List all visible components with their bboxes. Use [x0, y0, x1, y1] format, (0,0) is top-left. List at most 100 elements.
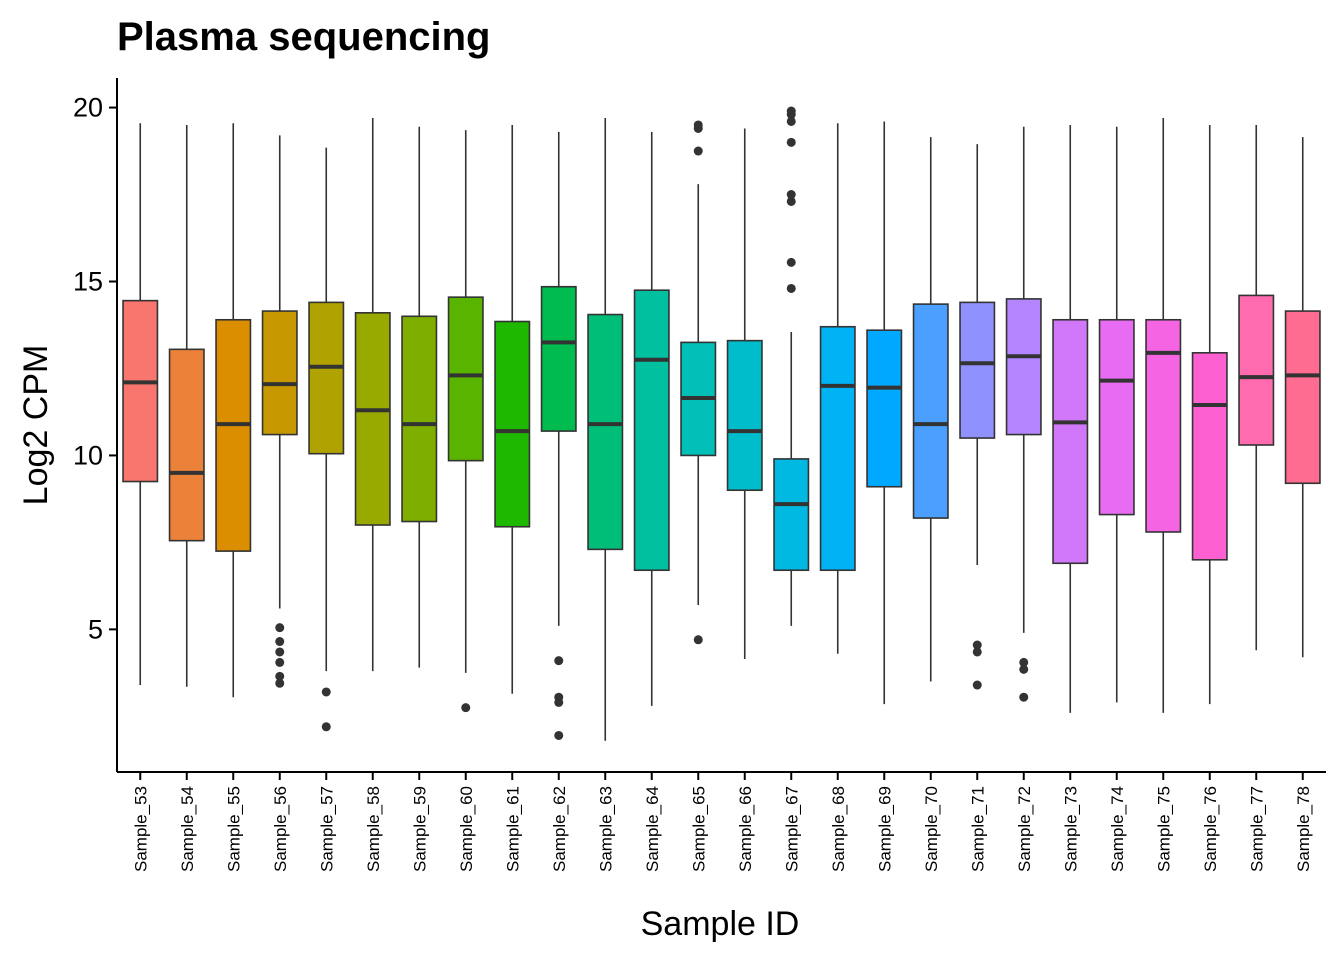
- outlier-point: [972, 647, 982, 657]
- box-iqr: [308, 301, 345, 455]
- box-iqr: [1052, 318, 1089, 565]
- x-tick-label: Sample_56: [271, 786, 290, 872]
- x-tick-label: Sample_73: [1061, 786, 1080, 872]
- x-tick-label: Sample_75: [1154, 786, 1173, 872]
- x-tick-label: Sample_68: [829, 786, 848, 872]
- outlier-point: [693, 635, 703, 645]
- y-tick-label: 5: [88, 614, 103, 644]
- outlier-point: [786, 190, 796, 200]
- outlier-point: [786, 137, 796, 147]
- box-iqr: [726, 339, 763, 492]
- chart-title: Plasma sequencing: [117, 15, 490, 59]
- x-tick-label: Sample_66: [736, 786, 755, 872]
- x-tick-label: Sample_78: [1294, 786, 1313, 872]
- x-tick-label: Sample_61: [503, 786, 522, 872]
- box-sample-64: [633, 131, 670, 706]
- x-tick-label: Sample_64: [643, 786, 662, 872]
- box-sample-54: [168, 124, 205, 687]
- box-sample-77: [1238, 124, 1275, 651]
- x-tick-label: Sample_58: [364, 786, 383, 872]
- box-sample-59: [401, 126, 438, 668]
- box-sample-60: [447, 130, 484, 713]
- plot-area: 5 10 15 20 Sample_53 Sample_54 Sample_55 Sample…: [73, 78, 1326, 872]
- box-iqr: [122, 299, 159, 483]
- box-iqr: [1145, 318, 1182, 533]
- box-sample-68: [819, 123, 856, 654]
- box-iqr: [959, 301, 996, 439]
- box-sample-72: [1005, 126, 1042, 702]
- x-tick-label: Sample_72: [1015, 786, 1034, 872]
- box-sample-66: [726, 128, 763, 659]
- y-tick-label: 20: [73, 93, 103, 123]
- y-axis-title: Log2 CPM: [17, 345, 55, 506]
- box-iqr: [354, 312, 391, 526]
- box-iqr: [168, 348, 205, 542]
- x-tick-label: Sample_70: [922, 786, 941, 872]
- box-sample-62: [540, 131, 577, 740]
- box-iqr: [494, 320, 531, 528]
- box-iqr: [912, 303, 949, 519]
- x-tick-label: Sample_53: [131, 786, 150, 872]
- outlier-point: [693, 146, 703, 156]
- outlier-point: [275, 637, 285, 647]
- outlier-point: [786, 257, 796, 267]
- box-iqr: [401, 315, 438, 523]
- box-sample-70: [912, 137, 949, 682]
- outlier-point: [554, 730, 564, 740]
- outlier-point: [693, 123, 703, 133]
- x-tick-label: Sample_77: [1247, 786, 1266, 872]
- x-tick-label: Sample_60: [457, 786, 476, 872]
- box-iqr: [866, 329, 903, 488]
- x-tick-label: Sample_55: [224, 786, 243, 872]
- x-tick-label: Sample_65: [689, 786, 708, 872]
- outlier-point: [786, 196, 796, 206]
- outlier-point: [321, 687, 331, 697]
- box-sample-56: [261, 135, 298, 688]
- outlier-point: [786, 283, 796, 293]
- box-sample-69: [866, 121, 903, 705]
- box-sample-67: [773, 106, 810, 626]
- box-iqr: [215, 318, 252, 552]
- box-iqr: [261, 310, 298, 436]
- box-iqr: [1191, 352, 1228, 561]
- box-iqr: [1005, 298, 1042, 436]
- outlier-point: [554, 656, 564, 666]
- box-iqr: [633, 289, 670, 572]
- outlier-point: [275, 678, 285, 688]
- outlier-point: [275, 647, 285, 657]
- box-iqr: [587, 313, 624, 551]
- x-tick-label: Sample_63: [596, 786, 615, 872]
- x-tick-label: Sample_74: [1108, 786, 1127, 872]
- outlier-point: [275, 671, 285, 681]
- box-iqr: [1238, 294, 1275, 446]
- box-sample-61: [494, 124, 531, 694]
- y-tick-label: 15: [73, 267, 103, 297]
- x-axis-title: Sample ID: [641, 905, 800, 943]
- outlier-point: [972, 680, 982, 690]
- y-tick-label: 10: [73, 440, 103, 470]
- x-tick-label: Sample_57: [317, 786, 336, 872]
- outlier-point: [275, 623, 285, 633]
- box-iqr: [773, 458, 810, 572]
- outlier-point: [972, 640, 982, 650]
- box-sample-78: [1284, 137, 1321, 658]
- box-sample-57: [308, 147, 345, 732]
- x-tick-label: Sample_67: [782, 786, 801, 872]
- x-tick-label: Sample_71: [968, 786, 987, 872]
- box-sample-53: [122, 123, 159, 686]
- box-iqr: [540, 285, 577, 432]
- box-sample-65: [680, 120, 717, 645]
- outlier-point: [275, 657, 285, 667]
- outlier-point: [1019, 657, 1029, 667]
- box-iqr: [447, 296, 484, 462]
- outlier-point: [1019, 692, 1029, 702]
- x-tick-label: Sample_59: [410, 786, 429, 872]
- outlier-point: [786, 110, 796, 120]
- outlier-point: [321, 722, 331, 732]
- outlier-point: [461, 703, 471, 713]
- box-sample-63: [587, 118, 624, 741]
- box-sample-55: [215, 123, 252, 698]
- outlier-point: [1019, 664, 1029, 674]
- x-tick-label: Sample_54: [178, 786, 197, 872]
